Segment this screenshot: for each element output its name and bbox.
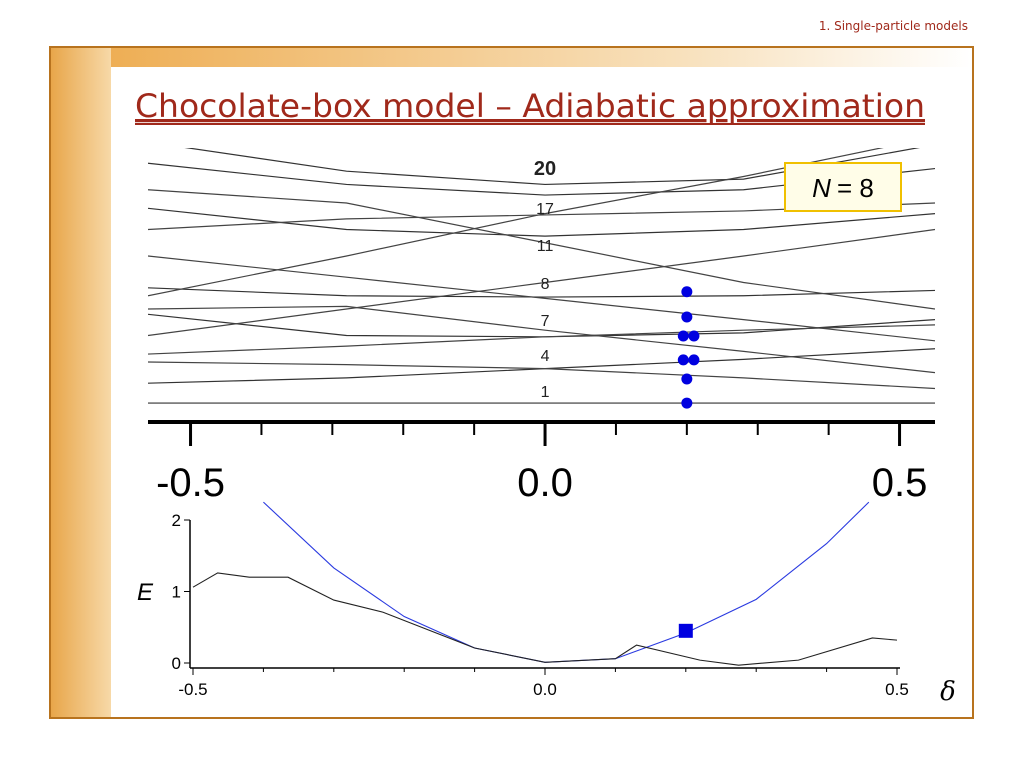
y-tick-label: 0 <box>172 654 181 673</box>
annotation: N = 8 <box>812 173 874 203</box>
occupied-level <box>681 286 693 298</box>
y-axis-label: E <box>137 579 154 606</box>
occupied-level <box>688 354 700 366</box>
level-diagram: -0.5 0.0 0.5 20 17 11 8 7 4 1 N = 8 <box>148 148 935 505</box>
occupied-level <box>681 373 693 385</box>
top-strip <box>51 48 972 67</box>
series-line <box>148 361 935 390</box>
series-line <box>148 305 935 374</box>
plot-lines <box>192 501 898 666</box>
shell-label: 1 <box>541 384 550 401</box>
x-tick-label: -0.5 <box>178 680 207 699</box>
x-tick-label: 0.5 <box>885 680 909 699</box>
marker <box>678 623 693 638</box>
series-line <box>148 255 935 342</box>
x-tick-label: 0.0 <box>533 680 557 699</box>
series-line <box>192 572 898 666</box>
energy-chart: 0 1 2 -0.5 0.0 0.5 Eδ <box>137 501 956 707</box>
series-line <box>148 324 935 355</box>
occupied-level <box>681 397 693 409</box>
occupied-level <box>681 311 693 323</box>
occupied-level <box>688 330 700 342</box>
x-tick-label: -0.5 <box>156 461 225 505</box>
section-label: 1. Single-particle models <box>819 19 968 33</box>
occupied-level <box>677 354 689 366</box>
slide-title: Chocolate-box model – Adiabatic approxim… <box>135 87 925 125</box>
series-line <box>148 287 935 298</box>
plot-lines <box>148 148 935 404</box>
annotation-symbol: N <box>812 173 831 203</box>
x-tick-label: 0.5 <box>872 461 928 505</box>
series-line <box>148 189 935 310</box>
shell-label: 11 <box>537 238 554 255</box>
y-tick-label: 1 <box>172 582 181 601</box>
occupied-level <box>677 330 689 342</box>
left-strip <box>51 48 111 717</box>
shell-label: 8 <box>541 276 550 293</box>
series-line <box>148 228 935 337</box>
shell-label: 17 <box>536 201 554 218</box>
x-tick-label: 0.0 <box>517 461 573 505</box>
y-tick-label: 2 <box>172 511 181 530</box>
annotation-text: = 8 <box>837 173 874 203</box>
shell-label: 20 <box>534 158 556 180</box>
annotation-box <box>784 162 902 212</box>
shell-label: 4 <box>541 348 550 365</box>
shell-label: 7 <box>541 313 550 330</box>
x-axis-label: δ <box>940 677 956 707</box>
